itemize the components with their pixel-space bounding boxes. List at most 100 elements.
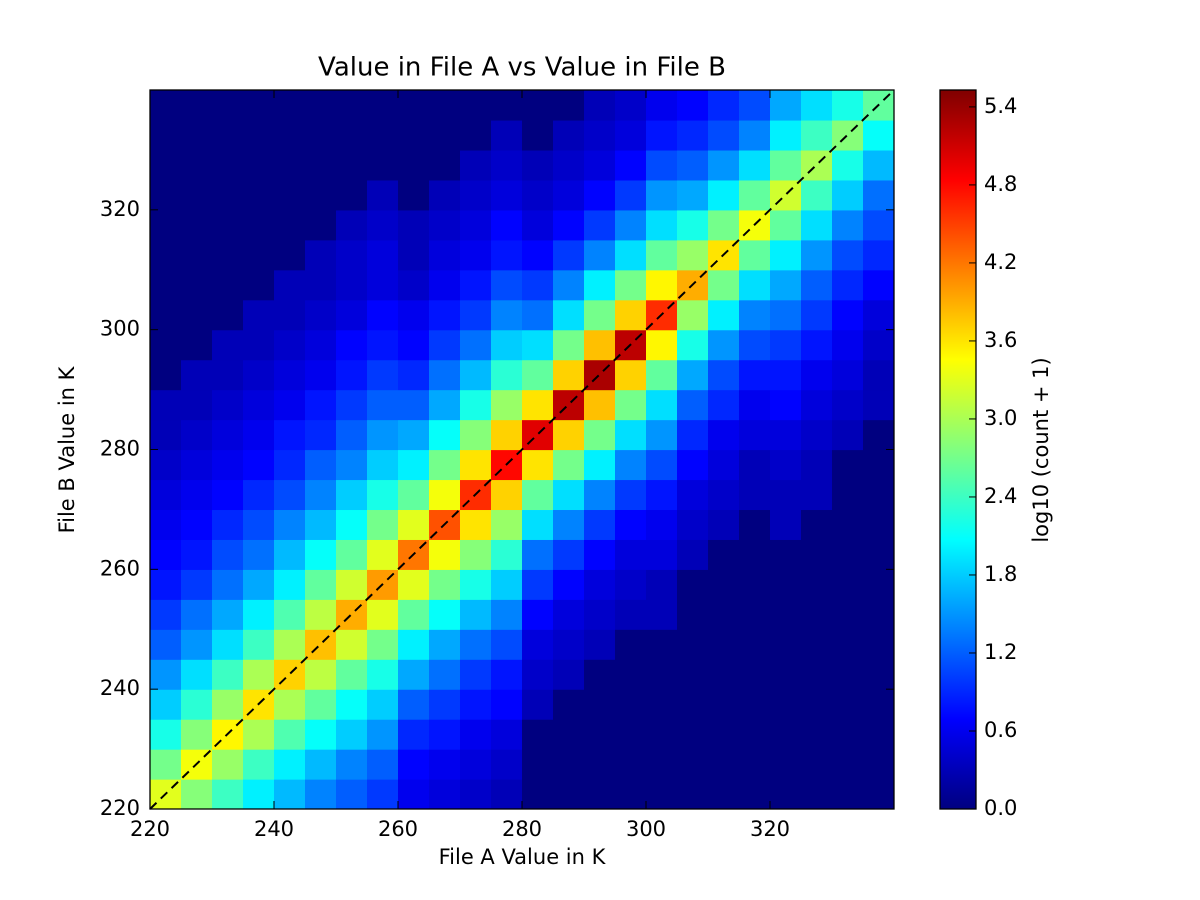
hex-cell: [243, 329, 275, 361]
hex-cell: [305, 329, 337, 361]
hex-cell: [615, 149, 647, 181]
hex-cell: [615, 90, 647, 121]
hex-cell: [615, 629, 647, 660]
hex-cell: [274, 539, 306, 570]
hex-cell: [801, 539, 833, 570]
hex-cell: [212, 689, 244, 720]
hex-cell: [336, 359, 368, 391]
hex-cell: [801, 449, 833, 481]
hex-cell: [398, 329, 430, 361]
hex-cell: [429, 239, 461, 271]
hex-cell: [770, 149, 802, 181]
hex-cell: [243, 749, 275, 780]
hex-cell: [708, 329, 740, 361]
hex-cell: [584, 209, 616, 241]
hex-cell: [584, 689, 616, 720]
hex-cell: [398, 449, 430, 481]
hex-cell: [336, 629, 368, 660]
hex-cell: [646, 389, 678, 421]
hex-cell: [212, 239, 244, 271]
hex-cell: [212, 299, 244, 331]
hex-cell: [181, 389, 213, 421]
hex-cell: [398, 119, 430, 151]
hex-cell: [274, 299, 306, 331]
hex-cell: [522, 359, 554, 391]
hex-cell: [336, 179, 368, 211]
hex-cell: [863, 329, 894, 361]
hex-cell: [243, 359, 275, 391]
hex-cell: [801, 239, 833, 271]
hex-cell: [832, 719, 864, 750]
hex-cell: [181, 269, 213, 301]
hex-cell: [429, 419, 461, 451]
hex-cell: [150, 599, 182, 630]
hex-cell: [832, 779, 864, 809]
hex-cell: [181, 329, 213, 361]
y-axis-label: File B Value in K: [55, 365, 79, 533]
hex-cell: [212, 419, 244, 451]
hex-cell: [274, 449, 306, 481]
hex-cell: [801, 359, 833, 391]
hex-cell: [646, 479, 678, 511]
x-tick-label: 260: [378, 817, 418, 841]
hex-cell: [832, 569, 864, 600]
hex-cell: [863, 359, 894, 391]
hex-cell: [274, 329, 306, 361]
hex-cell: [863, 779, 894, 809]
hex-cell: [398, 179, 430, 211]
hex-cell: [522, 239, 554, 271]
hex-cell: [646, 749, 678, 780]
hex-cell: [243, 479, 275, 511]
hex-cell: [553, 749, 585, 780]
hex-cell: [243, 119, 275, 151]
hex-cell: [150, 239, 182, 271]
hex-cell: [646, 539, 678, 570]
hex-cell: [832, 149, 864, 181]
hex-cell: [615, 209, 647, 241]
hex-cell: [398, 479, 430, 511]
hex-cell: [336, 539, 368, 570]
hex-cell: [708, 659, 740, 690]
hex-cell: [832, 689, 864, 720]
hex-cell: [708, 359, 740, 391]
colorbar: [939, 89, 977, 810]
hex-cell: [181, 629, 213, 660]
hex-cell: [801, 749, 833, 780]
hex-cell: [584, 239, 616, 271]
hex-cell: [212, 629, 244, 660]
hex-cell: [522, 569, 554, 600]
hex-cell: [398, 719, 430, 750]
hex-cell: [460, 629, 492, 660]
hex-cell: [460, 269, 492, 301]
hex-cell: [584, 659, 616, 690]
hex-cell: [832, 329, 864, 361]
hex-cell: [522, 329, 554, 361]
hex-cell: [677, 539, 709, 570]
colorbar-tick-label: 2.4: [984, 484, 1017, 508]
hex-cell: [739, 269, 771, 301]
hex-cell: [522, 509, 554, 540]
hex-cell: [181, 779, 213, 809]
hex-cell: [553, 719, 585, 750]
hex-cell: [801, 209, 833, 241]
hex-cell: [863, 569, 894, 600]
hex-cell: [491, 179, 523, 211]
hex-cell: [677, 689, 709, 720]
x-tick-label: 240: [254, 817, 294, 841]
hex-cell: [522, 149, 554, 181]
hex-cell: [460, 569, 492, 600]
hex-cell: [584, 419, 616, 451]
hex-cell: [243, 779, 275, 809]
hex-cell: [243, 299, 275, 331]
hex-cell: [491, 479, 523, 511]
hex-cell: [212, 449, 244, 481]
hex-cell: [367, 659, 399, 690]
hex-cell: [150, 90, 182, 121]
hex-cell: [429, 179, 461, 211]
hex-cell: [646, 149, 678, 181]
hex-cell: [150, 569, 182, 600]
hex-cell: [801, 719, 833, 750]
hex-cell: [491, 269, 523, 301]
hex-cell: [429, 90, 461, 121]
hex-cell: [770, 719, 802, 750]
